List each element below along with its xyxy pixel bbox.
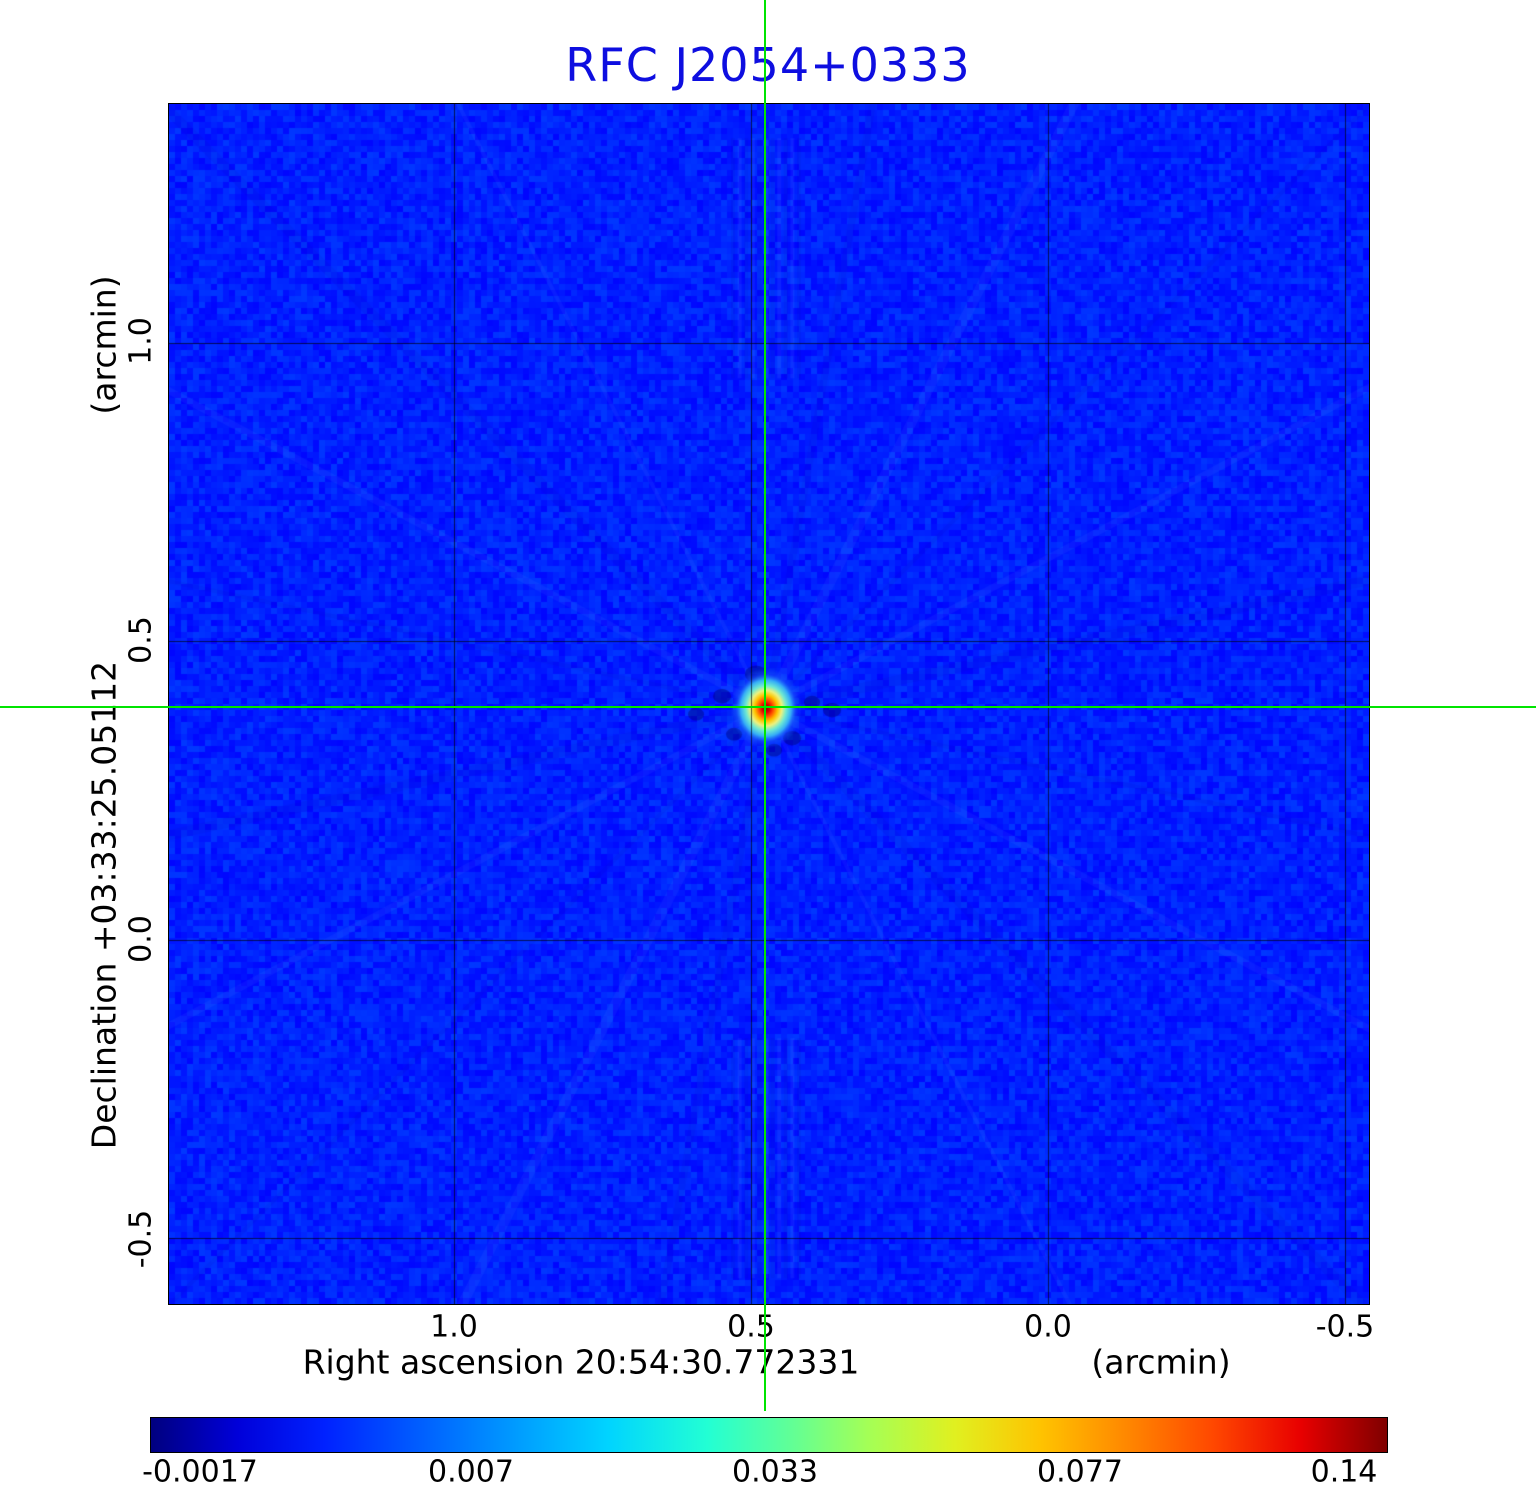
y-tick-label: 1.0 xyxy=(123,317,159,365)
colorbar-tick-label: 0.033 xyxy=(732,1454,818,1490)
plot-area xyxy=(168,103,1370,1305)
x-tick-label: 0.0 xyxy=(1024,1309,1072,1345)
y-axis-label: Declination +03:33:25.05112 xyxy=(84,660,124,1150)
y-tick-label: -0.5 xyxy=(123,1209,159,1269)
plot-title: RFC J2054+0333 xyxy=(565,38,971,92)
x-tick-label: 1.0 xyxy=(430,1309,478,1345)
colorbar-tick-label: 0.007 xyxy=(428,1454,514,1490)
heatmap-canvas xyxy=(169,104,1369,1304)
x-axis-label: Right ascension 20:54:30.772331 xyxy=(302,1342,860,1382)
colorbar-tick-label: 0.14 xyxy=(1310,1454,1378,1490)
crosshair-horizontal-line xyxy=(0,706,1536,709)
x-axis-unit-label: (arcmin) xyxy=(1091,1342,1231,1382)
y-tick-label: 0.0 xyxy=(123,915,159,963)
y-axis-unit-label: (arcmin) xyxy=(84,275,124,415)
x-tick-label: 0.5 xyxy=(727,1309,775,1345)
crosshair-vertical-line xyxy=(764,0,767,1411)
x-tick-label: -0.5 xyxy=(1315,1309,1375,1345)
colorbar-tick-label: -0.0017 xyxy=(142,1454,258,1490)
colorbar-tick-label: 0.077 xyxy=(1037,1454,1123,1490)
colorbar xyxy=(150,1417,1388,1453)
y-tick-label: 0.5 xyxy=(123,616,159,664)
